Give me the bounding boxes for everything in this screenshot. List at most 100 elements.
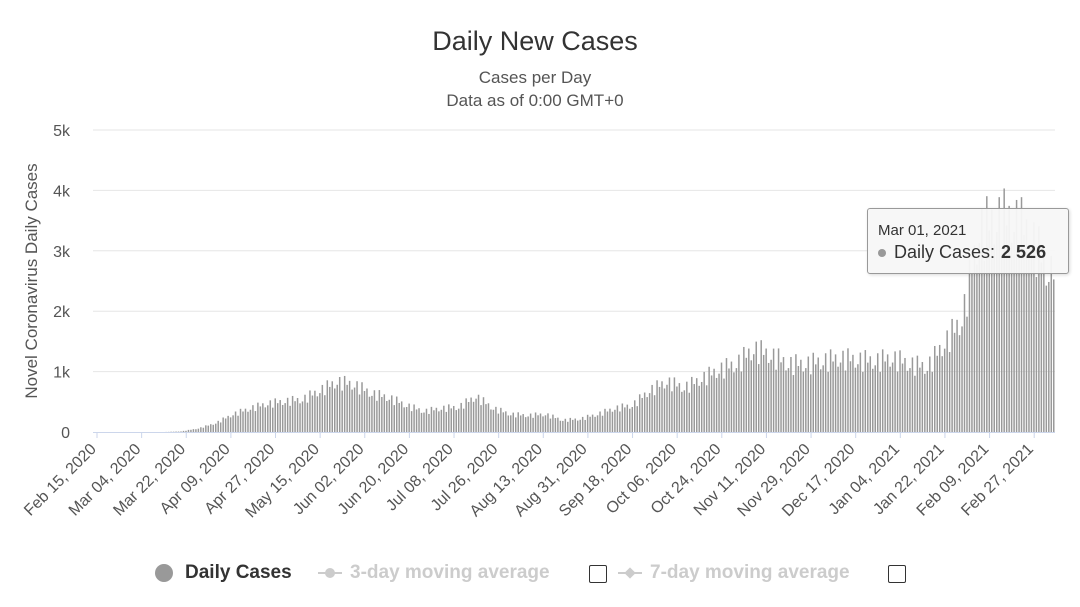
bar[interactable] xyxy=(549,418,552,432)
bar[interactable] xyxy=(537,415,539,432)
bar[interactable] xyxy=(371,395,373,432)
bar[interactable] xyxy=(346,384,348,432)
bar[interactable] xyxy=(961,326,963,432)
bar[interactable] xyxy=(187,429,190,432)
bar[interactable] xyxy=(757,364,760,432)
bar[interactable] xyxy=(683,390,686,432)
bar[interactable] xyxy=(1010,242,1013,432)
bar[interactable] xyxy=(1003,188,1005,432)
bar[interactable] xyxy=(413,404,415,432)
bar[interactable] xyxy=(653,395,656,432)
bar[interactable] xyxy=(239,408,242,432)
bar[interactable] xyxy=(353,387,356,432)
bar[interactable] xyxy=(291,395,294,432)
bar[interactable] xyxy=(792,375,795,432)
bar[interactable] xyxy=(448,404,450,432)
bar[interactable] xyxy=(859,352,862,432)
bar[interactable] xyxy=(398,402,400,432)
bar[interactable] xyxy=(899,350,901,432)
bar[interactable] xyxy=(405,406,408,432)
bar[interactable] xyxy=(616,405,619,432)
bar[interactable] xyxy=(1015,199,1018,432)
bar[interactable] xyxy=(847,348,849,432)
bar[interactable] xyxy=(909,368,911,432)
bar[interactable] xyxy=(800,359,802,432)
bar[interactable] xyxy=(306,402,309,432)
bar[interactable] xyxy=(269,400,272,432)
bar[interactable] xyxy=(579,419,581,432)
bar[interactable] xyxy=(212,424,214,432)
bar[interactable] xyxy=(502,412,505,432)
bar[interactable] xyxy=(373,390,376,432)
bar[interactable] xyxy=(936,355,938,432)
bar[interactable] xyxy=(301,401,304,432)
bar[interactable] xyxy=(465,398,467,432)
bar[interactable] xyxy=(703,371,705,432)
bar[interactable] xyxy=(445,411,448,432)
bar[interactable] xyxy=(368,396,371,432)
bar[interactable] xyxy=(867,362,869,432)
bar[interactable] xyxy=(477,394,480,432)
bar[interactable] xyxy=(740,371,743,432)
bar[interactable] xyxy=(1048,281,1050,432)
checkbox-7-day-average[interactable] xyxy=(888,565,906,583)
bar[interactable] xyxy=(775,369,777,432)
bar[interactable] xyxy=(490,409,492,432)
bar[interactable] xyxy=(205,425,207,432)
bar[interactable] xyxy=(586,414,589,432)
bar[interactable] xyxy=(862,371,864,432)
bar[interactable] xyxy=(1008,205,1010,432)
bar[interactable] xyxy=(259,406,262,432)
bar[interactable] xyxy=(691,376,693,432)
bar[interactable] xyxy=(562,420,564,432)
bar[interactable] xyxy=(991,209,993,432)
bar[interactable] xyxy=(195,429,197,432)
bar[interactable] xyxy=(834,354,837,432)
bar[interactable] xyxy=(467,402,470,432)
bar[interactable] xyxy=(934,345,936,432)
bar[interactable] xyxy=(462,408,465,432)
bar[interactable] xyxy=(624,407,626,432)
bar[interactable] xyxy=(311,395,314,432)
bar[interactable] xyxy=(495,406,497,432)
bar[interactable] xyxy=(641,397,643,432)
bar[interactable] xyxy=(658,386,661,432)
bar[interactable] xyxy=(842,350,844,432)
bar[interactable] xyxy=(730,361,733,432)
bar[interactable] xyxy=(341,390,343,432)
bar[interactable] xyxy=(906,370,909,432)
bar[interactable] xyxy=(708,366,710,432)
bar[interactable] xyxy=(673,377,676,432)
bar[interactable] xyxy=(415,409,418,432)
bar[interactable] xyxy=(901,363,904,432)
bar[interactable] xyxy=(227,415,229,432)
bar[interactable] xyxy=(770,359,772,432)
bar[interactable] xyxy=(361,382,363,432)
bar[interactable] xyxy=(425,408,428,432)
bar[interactable] xyxy=(822,365,824,432)
bar[interactable] xyxy=(785,370,787,432)
bar[interactable] xyxy=(864,350,867,432)
bar[interactable] xyxy=(542,416,544,432)
bar[interactable] xyxy=(559,420,562,432)
bar[interactable] xyxy=(257,402,259,432)
bar[interactable] xyxy=(681,391,683,432)
bar[interactable] xyxy=(482,397,485,432)
bar[interactable] xyxy=(507,415,510,432)
bar[interactable] xyxy=(190,429,192,432)
bar[interactable] xyxy=(1030,248,1033,432)
bar[interactable] xyxy=(334,388,336,432)
bar[interactable] xyxy=(1033,222,1035,432)
bar[interactable] xyxy=(1020,197,1023,432)
bar[interactable] xyxy=(914,375,916,432)
bar[interactable] xyxy=(938,344,941,432)
bar[interactable] xyxy=(591,414,594,432)
bar[interactable] xyxy=(896,371,899,432)
bar[interactable] xyxy=(879,371,881,432)
bar[interactable] xyxy=(668,377,671,432)
bar[interactable] xyxy=(904,357,906,432)
bar[interactable] xyxy=(569,417,572,432)
bar[interactable] xyxy=(614,409,616,432)
bar[interactable] xyxy=(289,405,291,432)
bar[interactable] xyxy=(656,380,658,432)
